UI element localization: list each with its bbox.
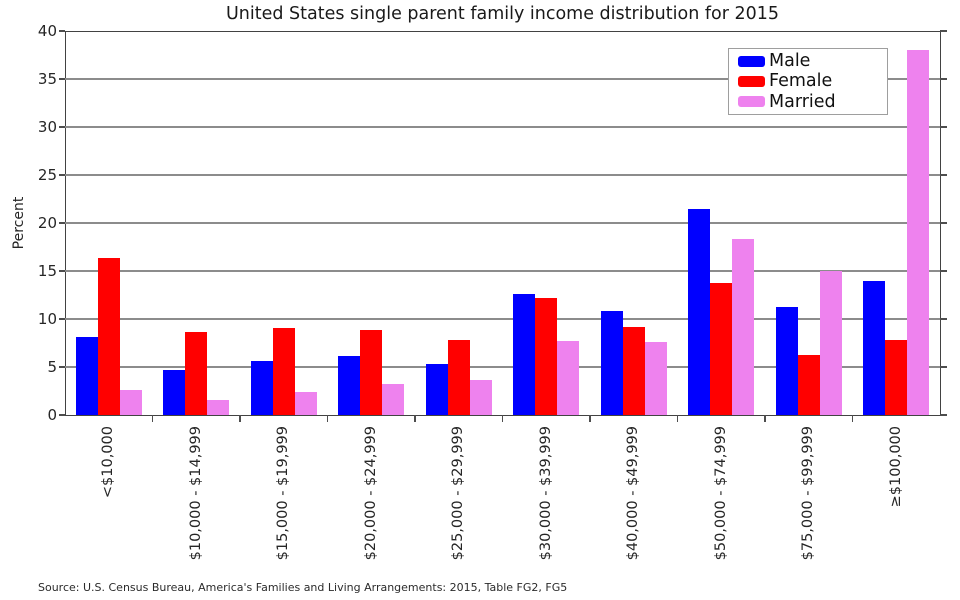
bar-male-5 — [513, 294, 536, 415]
x-axis-tick-label: $25,000 - $29,999 — [450, 426, 467, 561]
legend: Male Female Married — [728, 48, 888, 115]
y-axis-tick-label: 35 — [37, 70, 57, 88]
y-axis-tick-label: 10 — [37, 310, 57, 328]
gridline-30 — [65, 126, 940, 128]
x-axis-tick-label: $15,000 - $19,999 — [275, 426, 292, 561]
y-axis-tick-label: 30 — [37, 118, 57, 136]
y-tick-mark-left — [58, 126, 65, 128]
y-tick-mark-right — [940, 414, 947, 416]
bar-female-8 — [797, 355, 820, 415]
x-tick-mark — [501, 415, 504, 422]
x-tick-mark — [676, 415, 679, 422]
x-tick-mark — [589, 415, 591, 422]
y-tick-mark-right — [940, 126, 947, 128]
y-tick-mark-left — [58, 414, 65, 416]
bar-married-4 — [469, 380, 492, 415]
y-tick-mark-right — [940, 222, 947, 224]
legend-label-married: Married — [769, 91, 836, 112]
y-tick-mark-right — [940, 366, 947, 368]
x-tick-mark — [151, 415, 154, 422]
y-axis-tick-label: 40 — [37, 22, 57, 40]
bar-male-9 — [863, 280, 886, 415]
bar-male-1 — [163, 369, 186, 415]
bar-married-5 — [557, 341, 580, 415]
bar-married-2 — [294, 391, 317, 415]
bar-female-5 — [535, 297, 558, 415]
chart-title: United States single parent family incom… — [225, 4, 780, 24]
x-tick-mark — [414, 415, 416, 422]
gridline-10 — [65, 318, 940, 320]
source-note: Source: U.S. Census Bureau, America's Fa… — [38, 581, 568, 594]
gridline-5 — [65, 366, 940, 368]
bar-male-8 — [775, 306, 798, 415]
bar-female-2 — [272, 327, 295, 415]
x-tick-mark — [326, 415, 329, 422]
x-tick-mark — [851, 415, 854, 422]
y-axis-tick-label: 15 — [37, 262, 57, 280]
x-tick-mark — [764, 415, 766, 422]
y-axis-tick-label: 0 — [47, 406, 57, 424]
legend-swatch-male — [738, 55, 765, 67]
x-axis-tick-label: $75,000 - $99,999 — [800, 426, 817, 561]
y-axis-tick-label: 20 — [37, 214, 57, 232]
legend-row-married: Married — [738, 92, 887, 112]
legend-row-female: Female — [738, 71, 887, 91]
bar-male-0 — [75, 337, 98, 415]
bar-female-3 — [360, 329, 383, 415]
bar-male-2 — [250, 361, 273, 415]
x-axis-tick-label: ≥$100,000 — [887, 426, 904, 508]
y-tick-mark-right — [940, 174, 947, 176]
bar-married-8 — [819, 271, 842, 415]
y-tick-mark-right — [940, 270, 947, 272]
legend-label-male: Male — [769, 51, 811, 72]
bar-male-7 — [688, 208, 711, 415]
bar-married-3 — [382, 384, 405, 415]
legend-row-male: Male — [738, 51, 887, 71]
bar-married-6 — [644, 342, 667, 415]
bar-married-9 — [907, 50, 930, 415]
y-axis-tick-label: 5 — [47, 358, 57, 376]
y-tick-mark-left — [58, 270, 65, 272]
bar-male-4 — [425, 364, 448, 415]
y-tick-mark-left — [58, 222, 65, 224]
bar-female-1 — [185, 332, 208, 415]
gridline-25 — [65, 174, 940, 176]
bar-married-7 — [732, 239, 755, 415]
x-axis-tick-label: $40,000 - $49,999 — [625, 426, 642, 561]
x-axis-tick-label: $30,000 - $39,999 — [537, 426, 554, 561]
y-tick-mark-left — [58, 366, 65, 368]
y-tick-mark-right — [940, 30, 947, 32]
y-tick-mark-left — [58, 318, 65, 320]
y-tick-mark-left — [58, 30, 65, 32]
bar-female-4 — [447, 340, 470, 415]
gridline-35 — [65, 78, 940, 80]
legend-swatch-married — [738, 96, 765, 108]
bar-female-9 — [885, 340, 908, 415]
x-axis-tick-label: $50,000 - $74,999 — [712, 426, 729, 561]
bar-female-0 — [97, 257, 120, 415]
y-tick-mark-right — [940, 78, 947, 80]
bar-married-0 — [119, 390, 142, 415]
gridline-15 — [65, 270, 940, 272]
x-tick-mark — [239, 415, 241, 422]
x-axis-tick-label: $10,000 - $14,999 — [187, 426, 204, 561]
gridline-20 — [65, 222, 940, 224]
bar-female-7 — [710, 282, 733, 415]
legend-label-female: Female — [769, 71, 833, 92]
bar-male-6 — [600, 311, 623, 415]
bar-male-3 — [338, 356, 361, 415]
y-tick-mark-left — [58, 174, 65, 176]
y-tick-mark-right — [940, 318, 947, 320]
legend-swatch-female — [738, 75, 765, 87]
x-axis-tick-label: $20,000 - $24,999 — [362, 426, 379, 561]
y-axis-tick-label: 25 — [37, 166, 57, 184]
x-axis-tick-label: <$10,000 — [100, 426, 117, 499]
bar-married-1 — [207, 399, 230, 415]
bar-female-6 — [622, 326, 645, 415]
y-tick-mark-left — [58, 78, 65, 80]
